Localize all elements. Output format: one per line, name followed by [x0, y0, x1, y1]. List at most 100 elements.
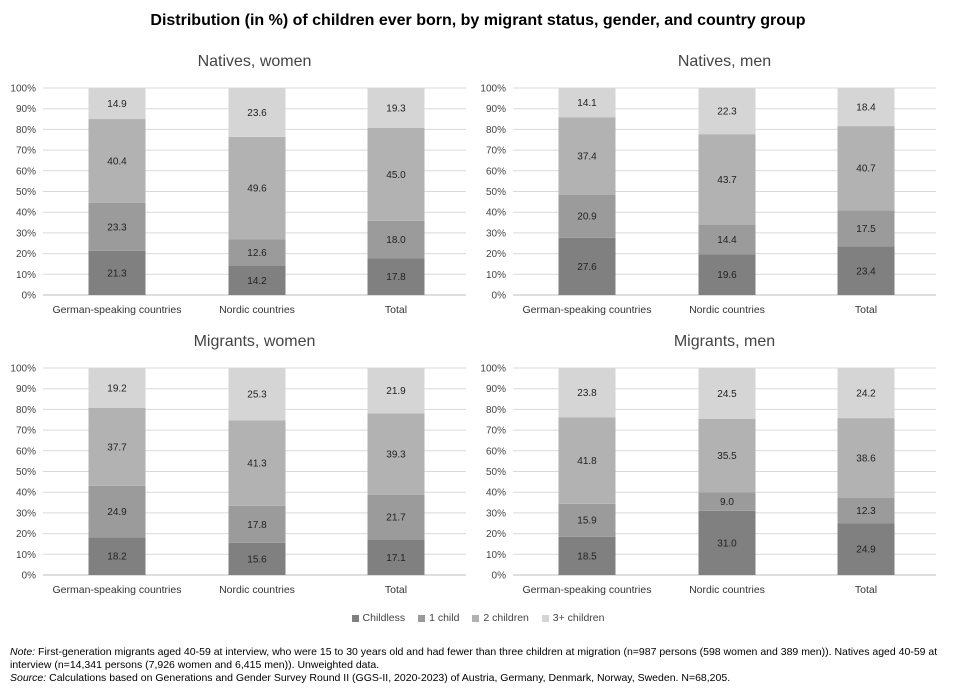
category-label: Nordic countries	[219, 584, 295, 596]
legend-item-3-plus-children: 3+ children	[541, 612, 604, 624]
data-label: 41.3	[247, 459, 267, 470]
data-label: 12.6	[247, 248, 267, 259]
y-tick-label: 50%	[16, 467, 36, 478]
y-tick-label: 100%	[10, 84, 36, 95]
bar-segment-childless	[558, 536, 616, 575]
note-label: Note:	[10, 646, 36, 658]
data-label: 19.6	[717, 270, 737, 281]
data-label: 14.4	[717, 235, 737, 246]
y-tick-label: 40%	[486, 208, 506, 219]
data-label: 31.0	[717, 538, 737, 549]
y-tick-label: 80%	[486, 405, 506, 416]
y-tick-label: 70%	[16, 146, 36, 157]
y-tick-label: 50%	[16, 187, 36, 198]
y-tick-label: 100%	[480, 84, 506, 95]
bar-segment-2-children	[698, 134, 756, 225]
legend: Childless 1 child 2 children 3+ children	[0, 612, 956, 625]
y-tick-label: 30%	[486, 508, 506, 519]
bar-segment-1-child	[837, 497, 895, 524]
data-label: 21.9	[386, 386, 406, 397]
bar-segment-childless	[367, 539, 425, 575]
note-text: First-generation migrants aged 40-59 at …	[10, 646, 938, 671]
bar-segment-2-children	[228, 136, 286, 240]
bar-segment-2-children	[558, 117, 616, 195]
data-label: 40.7	[856, 164, 876, 175]
bar-segment-childless	[88, 250, 146, 295]
y-tick-label: 20%	[486, 529, 506, 540]
y-tick-label: 70%	[486, 426, 506, 437]
y-tick-label: 0%	[492, 571, 507, 582]
y-tick-label: 0%	[22, 571, 37, 582]
y-tick-label: 100%	[10, 364, 36, 375]
y-tick-label: 90%	[16, 384, 36, 395]
bar-segment-1-child	[88, 485, 146, 538]
bar-segment-2-children	[228, 420, 286, 506]
legend-label: 2 children	[483, 612, 529, 624]
data-label: 17.5	[856, 224, 876, 235]
data-label: 40.4	[107, 156, 127, 167]
y-tick-label: 80%	[16, 405, 36, 416]
y-tick-label: 50%	[486, 187, 506, 198]
legend-item-1-child: 1 child	[418, 612, 459, 624]
bar-segment-1-child	[837, 210, 895, 247]
data-label: 17.1	[386, 553, 406, 564]
category-label: German-speaking countries	[53, 584, 182, 596]
y-tick-label: 10%	[16, 550, 36, 561]
bar-segment-1-child	[698, 224, 756, 255]
bar-segment-childless	[228, 265, 286, 295]
data-label: 24.9	[856, 545, 876, 556]
data-label: 24.2	[856, 389, 876, 400]
y-tick-label: 80%	[16, 125, 36, 136]
bar-segment-1-child	[88, 202, 146, 251]
figure-notes: Note: First-generation migrants aged 40-…	[10, 646, 950, 685]
data-label: 37.4	[577, 151, 597, 162]
data-label: 23.4	[856, 266, 876, 277]
data-label: 24.5	[717, 389, 737, 400]
y-tick-label: 60%	[16, 446, 36, 457]
data-label: 14.9	[107, 99, 127, 110]
bar-segment-3-plus-children	[558, 88, 616, 118]
data-label: 43.7	[717, 175, 737, 186]
bar-segment-3-plus-children	[367, 87, 425, 128]
legend-item-2-children: 2 children	[472, 612, 529, 624]
y-tick-label: 40%	[16, 208, 36, 219]
y-tick-label: 10%	[486, 550, 506, 561]
data-label: 38.6	[856, 454, 876, 465]
panel-natives-women: Natives, women 0% 10% 20% 30% 40% 50% 60% 70% 80%…	[10, 53, 466, 316]
y-tick-label: 10%	[486, 270, 506, 281]
bar-segment-1-child	[558, 503, 616, 537]
category-label: Nordic countries	[689, 584, 765, 596]
bar-segment-1-child	[228, 505, 286, 543]
data-label: 41.8	[577, 456, 597, 467]
y-tick-label: 40%	[486, 488, 506, 499]
data-label: 15.6	[247, 554, 267, 565]
bar-segment-childless	[698, 254, 756, 295]
y-tick-label: 30%	[16, 228, 36, 239]
data-label: 21.3	[107, 268, 127, 279]
data-label: 45.0	[386, 170, 406, 181]
y-tick-label: 30%	[16, 508, 36, 519]
bar-segment-2-children	[837, 418, 895, 498]
category-label: Total	[855, 584, 877, 596]
bar-segment-2-children	[558, 417, 616, 504]
y-tick-label: 20%	[486, 249, 506, 260]
category-label: Total	[385, 304, 407, 316]
y-tick-label: 0%	[22, 291, 37, 302]
data-label: 23.3	[107, 222, 127, 233]
data-label: 35.5	[717, 451, 737, 462]
data-label: 21.7	[386, 513, 406, 524]
data-label: 18.4	[856, 103, 876, 114]
y-tick-label: 60%	[16, 166, 36, 177]
y-tick-label: 80%	[486, 125, 506, 136]
legend-swatch-3-plus-children	[541, 614, 549, 622]
bar-segment-2-children	[367, 413, 425, 495]
bar-segment-2-children	[698, 418, 756, 493]
data-label: 23.6	[247, 108, 267, 119]
y-tick-label: 70%	[486, 146, 506, 157]
data-label: 20.9	[577, 212, 597, 223]
bar-segment-3-plus-children	[367, 368, 425, 414]
data-label: 9.0	[720, 497, 734, 508]
bar-segment-1-child	[367, 494, 425, 540]
bar-segment-1-child	[367, 220, 425, 259]
data-label: 19.2	[107, 383, 127, 394]
